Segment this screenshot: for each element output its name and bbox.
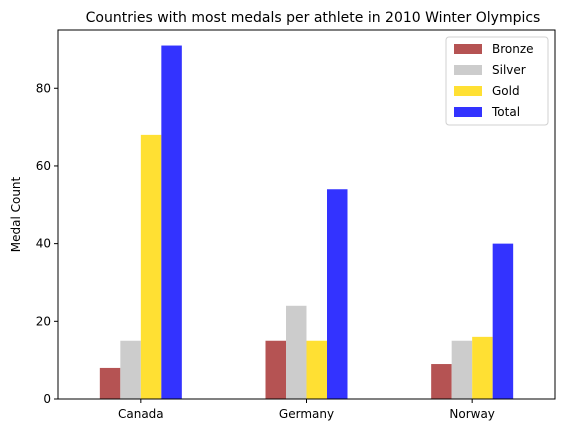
bar-canada-silver — [120, 340, 141, 399]
legend-label-bronze: Bronze — [492, 42, 534, 56]
y-axis-label: Medal Count — [9, 176, 23, 252]
bar-norway-bronze — [431, 364, 452, 399]
x-tick-label-canada: Canada — [118, 407, 164, 421]
legend-swatch-bronze — [454, 44, 482, 54]
legend-swatch-silver — [454, 65, 482, 75]
bar-canada-bronze — [99, 367, 121, 399]
y-tick-label: 60 — [36, 159, 51, 173]
x-tick-label-germany: Germany — [279, 407, 334, 421]
legend-label-gold: Gold — [492, 84, 520, 98]
bar-norway-gold — [472, 336, 493, 399]
legend-label-total: Total — [491, 105, 520, 119]
chart-title: Countries with most medals per athlete i… — [86, 10, 541, 26]
legend-label-silver: Silver — [492, 63, 526, 77]
legend-swatch-gold — [454, 86, 482, 96]
y-tick-label: 20 — [36, 314, 51, 328]
bars-group — [99, 45, 514, 400]
x-axis: Canada Germany Norway — [118, 399, 495, 421]
y-axis: 0 20 40 60 80 — [36, 81, 58, 406]
legend-swatch-total — [454, 107, 482, 117]
bar-germany-silver — [286, 305, 307, 399]
x-tick-label-norway: Norway — [449, 407, 495, 421]
y-tick-label: 0 — [43, 392, 51, 406]
bar-germany-total — [327, 189, 348, 399]
legend-box — [445, 36, 549, 126]
bar-canada-gold — [140, 134, 162, 399]
bar-canada-total — [161, 45, 182, 400]
y-tick-label: 80 — [36, 81, 51, 95]
plot-frame — [57, 29, 556, 400]
y-tick-label: 40 — [36, 237, 51, 251]
bar-germany-bronze — [265, 340, 286, 399]
bar-norway-silver — [451, 340, 473, 399]
bar-germany-gold — [306, 340, 327, 399]
bar-norway-total — [492, 243, 514, 399]
legend: Bronze Silver Gold Total — [445, 36, 549, 126]
